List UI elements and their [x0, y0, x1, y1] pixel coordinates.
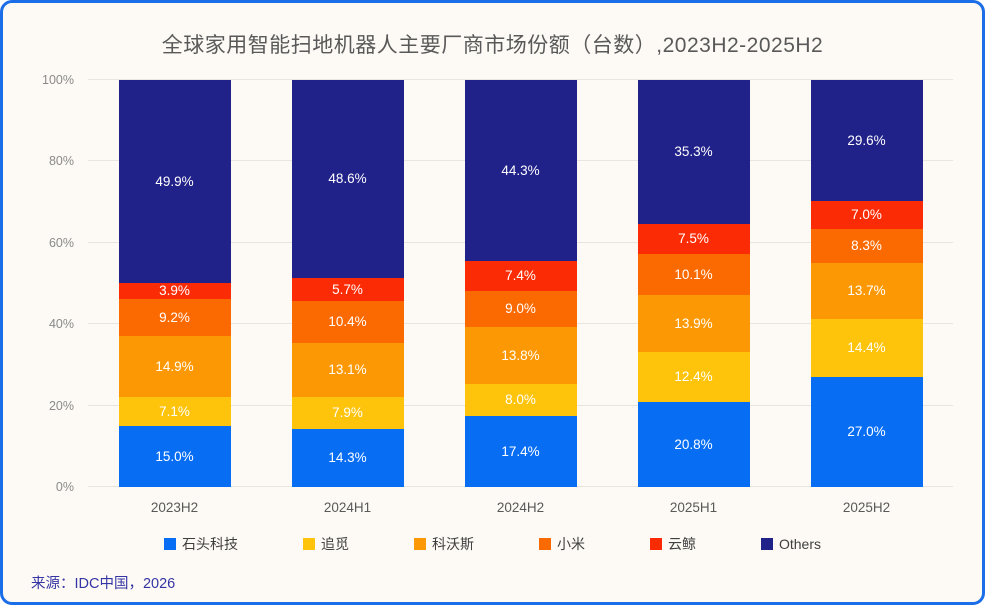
plot-area: 0% 20% 40% 60% 80% 100% 15.0% 7.1% 14.9% 9.2% 3.9…	[42, 73, 953, 515]
chart-title: 全球家用智能扫地机器人主要厂商市场份额（台数）,2023H2-2025H2	[161, 34, 824, 57]
segment-追觅: 12.4%	[637, 351, 750, 403]
y-tick-label: 80%	[48, 154, 74, 169]
segment-科沃斯: 14.9%	[118, 336, 231, 398]
segment-云鲸: 7.0%	[810, 200, 923, 230]
legend: 石头科技 追觅 科沃斯 小米 云鲸 Others	[3, 534, 982, 554]
legend-item-Others: Others	[760, 536, 821, 552]
y-tick-label: 0%	[55, 480, 74, 494]
segment-科沃斯: 13.8%	[464, 327, 577, 384]
segment-Others: 49.9%	[118, 80, 231, 284]
segment-科沃斯: 13.1%	[291, 343, 404, 397]
x-tick-label: 2024H1	[323, 500, 372, 515]
legend-label: Others	[778, 536, 821, 552]
legend-swatch	[163, 538, 176, 550]
segment-云鲸: 5.7%	[291, 277, 404, 302]
segment-追觅: 7.1%	[118, 397, 231, 426]
legend-swatch	[538, 538, 551, 550]
segment-追觅: 8.0%	[464, 383, 577, 417]
segment-Others: 44.3%	[464, 80, 577, 261]
legend-item-小米: 小米	[538, 534, 585, 554]
x-tick-label: 2023H2	[150, 500, 199, 515]
segment-小米: 8.3%	[810, 229, 923, 263]
bar-2024H1: 14.3% 7.9% 13.1% 10.4% 5.7% 48.6%	[291, 80, 404, 487]
segment-石头科技: 17.4%	[464, 416, 577, 487]
legend-label: 追觅	[320, 536, 349, 552]
segment-小米: 10.1%	[637, 254, 750, 296]
segment-小米: 9.0%	[464, 290, 577, 328]
x-tick-label: 2024H2	[496, 500, 545, 515]
segment-Others: 35.3%	[637, 80, 750, 224]
legend-label: 云鲸	[667, 536, 696, 552]
bar-2025H1: 20.8% 12.4% 13.9% 10.1% 7.5% 35.3%	[637, 80, 750, 487]
gridline	[88, 79, 953, 80]
y-tick-label: 60%	[48, 235, 74, 250]
bar-2024H2: 17.4% 8.0% 13.8% 9.0% 7.4% 44.3%	[464, 80, 577, 487]
segment-云鲸: 3.9%	[118, 283, 231, 299]
bars-row: 15.0% 7.1% 14.9% 9.2% 3.9% 49.9% 14.3% 7.9% 13.1…	[88, 80, 953, 487]
legend-label: 小米	[556, 536, 585, 552]
legend-item-石头科技: 石头科技	[163, 534, 238, 554]
segment-Others: 48.6%	[291, 80, 404, 278]
y-tick-label: 40%	[48, 317, 74, 332]
segment-Others: 29.6%	[810, 80, 923, 201]
legend-label: 石头科技	[181, 536, 238, 552]
segment-云鲸: 7.5%	[637, 223, 750, 255]
y-tick-label: 100%	[42, 73, 74, 87]
segment-石头科技: 15.0%	[118, 425, 231, 487]
segment-石头科技: 27.0%	[810, 377, 923, 487]
source-note: 来源：IDC中国，2026	[31, 576, 176, 592]
segment-科沃斯: 13.7%	[810, 262, 923, 319]
segment-石头科技: 20.8%	[637, 402, 750, 487]
legend-item-科沃斯: 科沃斯	[413, 534, 474, 554]
segment-云鲸: 7.4%	[464, 260, 577, 291]
segment-小米: 9.2%	[118, 298, 231, 337]
legend-swatch	[760, 538, 773, 550]
legend-label: 科沃斯	[431, 536, 474, 552]
segment-小米: 10.4%	[291, 301, 404, 344]
segment-追觅: 7.9%	[291, 396, 404, 429]
x-tick-label: 2025H1	[669, 500, 718, 515]
legend-swatch	[649, 538, 662, 550]
y-tick-label: 20%	[48, 398, 74, 413]
segment-追觅: 14.4%	[810, 318, 923, 378]
x-axis-labels: 2023H2 2024H1 2024H2 2025H1 2025H2	[88, 500, 953, 515]
legend-swatch	[413, 538, 426, 550]
legend-item-云鲸: 云鲸	[649, 534, 696, 554]
bar-2025H2: 27.0% 14.4% 13.7% 8.3% 7.0% 29.6%	[810, 80, 923, 487]
segment-科沃斯: 13.9%	[637, 295, 750, 352]
legend-item-追觅: 追觅	[302, 534, 349, 554]
bar-2023H2: 15.0% 7.1% 14.9% 9.2% 3.9% 49.9%	[118, 80, 231, 487]
x-tick-label: 2025H2	[842, 500, 891, 515]
legend-swatch	[302, 538, 315, 550]
segment-石头科技: 14.3%	[291, 428, 404, 487]
